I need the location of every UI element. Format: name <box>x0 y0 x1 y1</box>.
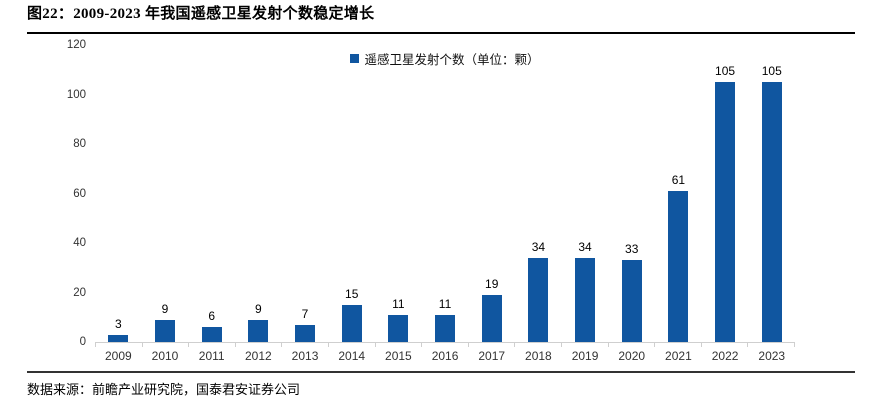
bar-slot: 34 <box>515 45 562 342</box>
x-axis-tick-label: 2020 <box>618 349 646 363</box>
bar-slot: 7 <box>282 45 329 342</box>
bar-slot: 9 <box>235 45 282 342</box>
x-axis-tick <box>702 343 749 347</box>
bar <box>481 294 502 342</box>
x-axis-tick <box>329 343 376 347</box>
x-axis-tick-label: 2019 <box>571 349 599 363</box>
y-axis-tick-label: 40 <box>73 237 86 249</box>
x-axis-tick <box>655 343 702 347</box>
bar-value-label: 9 <box>255 301 262 316</box>
bar-slot: 33 <box>608 45 655 342</box>
x-axis-tick <box>469 343 516 347</box>
bar <box>528 257 549 342</box>
bar-slot: 11 <box>375 45 422 342</box>
bar <box>575 257 596 342</box>
bar <box>761 82 782 342</box>
bar-value-label: 34 <box>531 239 546 254</box>
x-axis-tick <box>96 343 143 347</box>
bar-value-label: 61 <box>671 173 686 188</box>
bar-slot: 19 <box>468 45 515 342</box>
bar <box>108 334 129 342</box>
bar <box>341 304 362 342</box>
bar-slot: 15 <box>328 45 375 342</box>
bar-slot: 6 <box>188 45 235 342</box>
y-axis-tick-label: 100 <box>66 88 86 101</box>
x-axis-tick-label: 2016 <box>431 349 459 363</box>
chart-legend: 遥感卫星发射个数（单位：颗） <box>95 49 795 68</box>
bar-slot: 11 <box>422 45 469 342</box>
bar-slot: 105 <box>702 45 749 342</box>
x-axis-tick-label: 2023 <box>758 349 786 363</box>
bar <box>295 324 316 342</box>
bar-value-label: 34 <box>578 239 592 254</box>
bar-value-label: 19 <box>485 276 499 291</box>
bar-slot: 34 <box>562 45 609 342</box>
x-axis-tick-label: 2022 <box>711 349 739 363</box>
bar-value-label: 33 <box>625 242 639 257</box>
x-axis-tick-label: 2010 <box>151 349 179 363</box>
bar <box>155 319 175 342</box>
x-axis-tick-label: 2014 <box>338 349 366 363</box>
y-axis-tick-label: 20 <box>73 286 86 299</box>
x-axis-tick <box>282 343 329 347</box>
bar-value-label: 105 <box>761 64 782 79</box>
x-axis-labels: 2009 2010 2011 2012 2013 2014 2015 2016 2017 2018… <box>95 349 795 363</box>
x-axis-tick <box>236 343 283 347</box>
x-axis-tick <box>748 343 795 347</box>
x-axis-tick <box>562 343 609 347</box>
x-axis-tick-label: 2017 <box>478 349 506 363</box>
x-axis-tick-label: 2021 <box>665 349 692 363</box>
bar-value-label: 3 <box>114 316 122 331</box>
bars-row: 3 9 6 9 7 15 11 11 19 34 34 33 61 105 105 <box>95 45 795 342</box>
x-axis-ticks <box>95 343 795 347</box>
bar-value-label: 7 <box>301 306 309 321</box>
bar-value-label: 6 <box>208 309 216 324</box>
x-axis-tick <box>609 343 656 347</box>
bar-value-label: 9 <box>161 301 169 316</box>
bar <box>668 191 689 342</box>
plot-area: 3 9 6 9 7 15 11 11 19 34 34 33 61 105 105 <box>95 45 795 343</box>
bar-value-label: 11 <box>392 296 405 311</box>
x-axis-tick-label: 2011 <box>198 349 225 363</box>
legend-label: 遥感卫星发射个数（单位：颗） <box>364 53 540 67</box>
x-axis-tick-label: 2018 <box>525 349 552 363</box>
bar <box>388 314 409 342</box>
legend-swatch-icon <box>350 54 360 63</box>
x-axis-tick-label: 2013 <box>291 349 319 363</box>
bar <box>621 260 642 342</box>
bar <box>435 314 456 342</box>
bar <box>201 327 222 342</box>
x-axis-tick-label: 2012 <box>245 349 272 363</box>
x-axis-tick <box>515 343 562 347</box>
bar-value-label: 11 <box>438 296 452 311</box>
bar-slot: 3 <box>95 45 142 342</box>
data-source: 数据来源：前瞻产业研究院，国泰君安证券公司 <box>27 371 855 398</box>
bar <box>248 319 269 342</box>
x-axis-tick <box>189 343 236 347</box>
bar-value-label: 15 <box>345 286 359 301</box>
bar-value-label: 105 <box>715 64 736 79</box>
bar-slot: 61 <box>655 45 702 342</box>
bar-slot: 9 <box>142 45 189 342</box>
y-axis-tick-label: 60 <box>73 187 86 200</box>
x-axis-tick <box>422 343 469 347</box>
x-axis-tick <box>376 343 423 347</box>
y-axis-tick-label: 0 <box>79 336 86 348</box>
x-axis-tick-label: 2015 <box>385 349 412 363</box>
y-axis-tick-label: 80 <box>73 138 86 150</box>
x-axis-tick <box>143 343 190 347</box>
figure-title: 图22：2009-2023 年我国遥感卫星发射个数稳定增长 <box>27 2 855 34</box>
bar-slot: 105 <box>748 45 795 342</box>
y-axis-tick-label: 120 <box>66 39 86 51</box>
bar <box>715 82 736 342</box>
x-axis-tick-label: 2009 <box>104 349 132 363</box>
